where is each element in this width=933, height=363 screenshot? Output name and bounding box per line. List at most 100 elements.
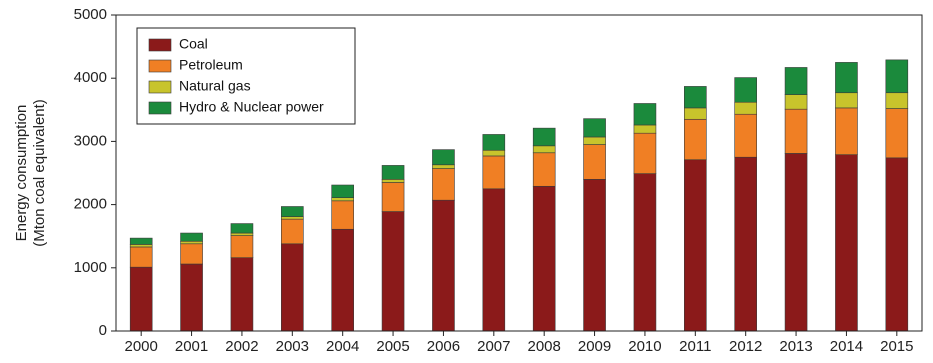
bar-natural-gas-2007 bbox=[482, 149, 506, 157]
bar-coal-2013 bbox=[784, 153, 808, 332]
bar-petroleum-2004 bbox=[331, 200, 354, 230]
bar-natural-gas-2005 bbox=[381, 179, 405, 183]
bar-petroleum-2012 bbox=[734, 113, 757, 158]
bar-natural-gas-2010 bbox=[633, 124, 657, 134]
bar-hydro-nuclear-power-2004 bbox=[331, 184, 354, 198]
bar-petroleum-2010 bbox=[633, 132, 657, 174]
legend-box bbox=[136, 27, 356, 125]
bar-natural-gas-2013 bbox=[784, 94, 808, 110]
bar-hydro-nuclear-power-2003 bbox=[281, 206, 304, 217]
bar-hydro-nuclear-power-2015 bbox=[885, 59, 909, 94]
y-axis-title-line2: (Mton coal equivalent) bbox=[31, 99, 48, 247]
x-tick-label: 2001 bbox=[175, 338, 208, 355]
bar-coal-2004 bbox=[331, 228, 354, 332]
bar-natural-gas-2015 bbox=[885, 92, 909, 109]
y-tick-label: 5000 bbox=[74, 6, 107, 23]
plot-frame bbox=[115, 14, 923, 332]
x-axis-ticks: 2000 2001 2002 2003 2004 2005 2006 2007 2008 2009… bbox=[125, 331, 914, 355]
bar-coal-2008 bbox=[532, 185, 556, 332]
bar-coal-2009 bbox=[583, 179, 606, 332]
y-tick-label: 4000 bbox=[74, 69, 107, 86]
x-tick-label: 2012 bbox=[729, 338, 762, 355]
bar-hydro-nuclear-power-2001 bbox=[180, 232, 203, 242]
bar-natural-gas-2003 bbox=[281, 216, 304, 220]
x-tick-label: 2007 bbox=[477, 338, 510, 355]
bar-natural-gas-2012 bbox=[734, 101, 757, 115]
bar-petroleum-2007 bbox=[482, 155, 506, 190]
bar-petroleum-2006 bbox=[432, 168, 455, 201]
bar-hydro-nuclear-power-2013 bbox=[784, 67, 808, 95]
bar-hydro-nuclear-power-2008 bbox=[532, 127, 556, 147]
x-tick-label: 2011 bbox=[679, 338, 711, 355]
bar-coal-2007 bbox=[482, 188, 506, 332]
bar-coal-2003 bbox=[281, 243, 304, 332]
bar-hydro-nuclear-power-2000 bbox=[129, 237, 153, 245]
bar-natural-gas-2009 bbox=[583, 136, 606, 145]
x-tick-label: 2015 bbox=[880, 338, 913, 355]
bar-coal-2005 bbox=[381, 211, 405, 332]
legend-label-coal: Coal bbox=[179, 36, 208, 52]
legend-label-natural-gas: Natural gas bbox=[179, 78, 251, 94]
y-axis-title-line1: Energy consumption bbox=[13, 105, 30, 242]
y-axis-ticks: 0 1000 2000 3000 4000 5000 bbox=[74, 6, 116, 339]
x-tick-label: 2005 bbox=[376, 338, 409, 355]
bar-coal-2001 bbox=[180, 263, 203, 332]
bar-coal-2000 bbox=[129, 266, 153, 332]
legend-swatch-coal bbox=[148, 38, 172, 52]
bar-petroleum-2015 bbox=[885, 108, 909, 159]
bar-coal-2010 bbox=[633, 173, 657, 332]
bar-hydro-nuclear-power-2005 bbox=[381, 165, 405, 180]
bar-stacks bbox=[129, 59, 909, 332]
x-tick-label: 2003 bbox=[276, 338, 309, 355]
y-tick-label: 3000 bbox=[74, 132, 107, 149]
bar-coal-2011 bbox=[684, 159, 707, 332]
bar-natural-gas-2008 bbox=[532, 145, 556, 154]
bar-natural-gas-2014 bbox=[835, 92, 858, 109]
bar-petroleum-2003 bbox=[281, 218, 304, 245]
x-tick-label: 2000 bbox=[125, 338, 158, 355]
bar-petroleum-2013 bbox=[784, 108, 808, 154]
bar-petroleum-2005 bbox=[381, 182, 405, 212]
x-tick-label: 2009 bbox=[578, 338, 611, 355]
y-tick-label: 1000 bbox=[74, 259, 107, 276]
x-tick-label: 2014 bbox=[830, 338, 863, 355]
x-tick-label: 2010 bbox=[628, 338, 661, 355]
y-axis-title: Energy consumption (Mton coal equivalent… bbox=[13, 99, 48, 247]
x-tick-label: 2002 bbox=[225, 338, 258, 355]
bar-petroleum-2009 bbox=[583, 144, 606, 180]
x-tick-label: 2004 bbox=[326, 338, 359, 355]
legend: Coal Petroleum Natural gas Hydro & Nuclear … bbox=[136, 27, 356, 125]
bar-petroleum-2008 bbox=[532, 152, 556, 187]
bar-natural-gas-2011 bbox=[684, 107, 707, 120]
bar-hydro-nuclear-power-2006 bbox=[432, 149, 455, 166]
bar-hydro-nuclear-power-2009 bbox=[583, 118, 606, 138]
bar-coal-2012 bbox=[734, 156, 757, 332]
bar-petroleum-2002 bbox=[230, 235, 254, 258]
bar-coal-2015 bbox=[885, 157, 909, 332]
bar-petroleum-2001 bbox=[180, 243, 203, 265]
legend-label-petroleum: Petroleum bbox=[179, 57, 243, 73]
bar-natural-gas-2002 bbox=[230, 232, 254, 236]
bar-coal-2006 bbox=[432, 199, 455, 332]
y-tick-label: 2000 bbox=[74, 196, 107, 213]
x-tick-label: 2008 bbox=[528, 338, 561, 355]
legend-label-hydro-nuclear-power: Hydro & Nuclear power bbox=[179, 99, 324, 115]
legend-swatch-petroleum bbox=[148, 59, 172, 73]
axes bbox=[115, 14, 923, 332]
legend-swatch-natural-gas bbox=[148, 80, 172, 94]
bar-natural-gas-2000 bbox=[129, 244, 153, 248]
bar-hydro-nuclear-power-2011 bbox=[684, 86, 707, 109]
bar-coal-2014 bbox=[835, 154, 858, 332]
x-tick-label: 2006 bbox=[427, 338, 460, 355]
bar-petroleum-2014 bbox=[835, 107, 858, 155]
bar-hydro-nuclear-power-2002 bbox=[230, 223, 254, 234]
bar-natural-gas-2001 bbox=[180, 240, 203, 245]
bar-hydro-nuclear-power-2014 bbox=[835, 62, 858, 94]
bar-petroleum-2000 bbox=[129, 246, 153, 268]
bar-petroleum-2011 bbox=[684, 118, 707, 161]
bar-natural-gas-2004 bbox=[331, 197, 354, 202]
bar-hydro-nuclear-power-2010 bbox=[633, 103, 657, 126]
x-tick-label: 2013 bbox=[779, 338, 812, 355]
legend-swatch-hydro-nuclear-power bbox=[148, 101, 172, 115]
